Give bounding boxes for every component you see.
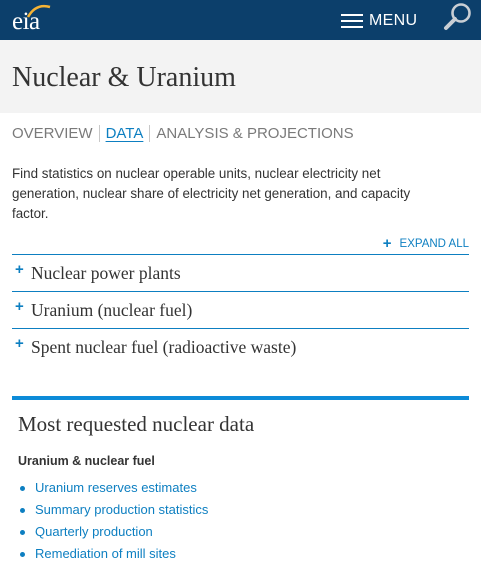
expand-all-button[interactable]: + EXPAND ALL <box>383 236 469 251</box>
accordion-label: Uranium (nuclear fuel) <box>31 299 193 320</box>
list-item: Summary production statistics <box>18 499 469 521</box>
page-title: Nuclear & Uranium <box>12 62 236 93</box>
top-navigation-bar: eia MENU <box>0 0 481 40</box>
most-requested-panel: Most requested nuclear data Uranium & nu… <box>12 396 469 565</box>
magnifier-icon <box>444 3 471 30</box>
most-requested-title: Most requested nuclear data <box>18 412 255 436</box>
search-button[interactable] <box>442 1 474 33</box>
plus-icon: + <box>15 260 24 278</box>
tab-analysis-projections[interactable]: ANALYSIS & PROJECTIONS <box>156 125 354 142</box>
menu-button[interactable]: MENU <box>341 9 417 33</box>
link-summary-production[interactable]: Summary production statistics <box>35 502 209 517</box>
most-requested-list: Uranium reserves estimates Summary produ… <box>18 477 469 565</box>
most-requested-subheading: Uranium & nuclear fuel <box>18 454 155 468</box>
title-bar: Nuclear & Uranium <box>0 40 481 113</box>
eia-logo[interactable]: eia <box>12 3 52 35</box>
link-quarterly-production[interactable]: Quarterly production <box>35 524 153 539</box>
list-item: Remediation of mill sites <box>18 543 469 565</box>
hamburger-icon <box>341 13 363 29</box>
bullet-icon <box>20 551 25 557</box>
list-item: Uranium reserves estimates <box>18 477 469 499</box>
plus-icon: + <box>15 334 24 352</box>
link-remediation-mill-sites[interactable]: Remediation of mill sites <box>35 546 176 561</box>
section-tabs: OVERVIEW DATA ANALYSIS & PROJECTIONS <box>12 125 354 142</box>
plus-icon: + <box>382 235 392 252</box>
data-accordion: + Nuclear power plants + Uranium (nuclea… <box>12 254 469 365</box>
accordion-label: Nuclear power plants <box>31 262 181 283</box>
tab-data[interactable]: DATA <box>105 125 144 142</box>
logo-text: eia <box>12 8 40 35</box>
intro-text: Find statistics on nuclear operable unit… <box>12 166 411 221</box>
accordion-label: Spent nuclear fuel (radioactive waste) <box>31 336 297 357</box>
accordion-item-nuclear-power-plants[interactable]: + Nuclear power plants <box>12 254 469 291</box>
menu-label: MENU <box>369 12 418 29</box>
expand-all-label: EXPAND ALL <box>399 237 469 250</box>
plus-icon: + <box>15 297 24 315</box>
tab-divider <box>149 125 151 142</box>
accordion-item-uranium[interactable]: + Uranium (nuclear fuel) <box>12 291 469 328</box>
bullet-icon <box>20 529 25 535</box>
bullet-icon <box>20 485 25 491</box>
link-uranium-reserves[interactable]: Uranium reserves estimates <box>35 480 197 495</box>
tab-divider <box>98 125 100 142</box>
list-item: Quarterly production <box>18 521 469 543</box>
bullet-icon <box>20 507 25 513</box>
tab-overview[interactable]: OVERVIEW <box>12 125 93 142</box>
logo-arc-icon <box>26 4 51 18</box>
accordion-item-spent-fuel[interactable]: + Spent nuclear fuel (radioactive waste) <box>12 328 469 365</box>
